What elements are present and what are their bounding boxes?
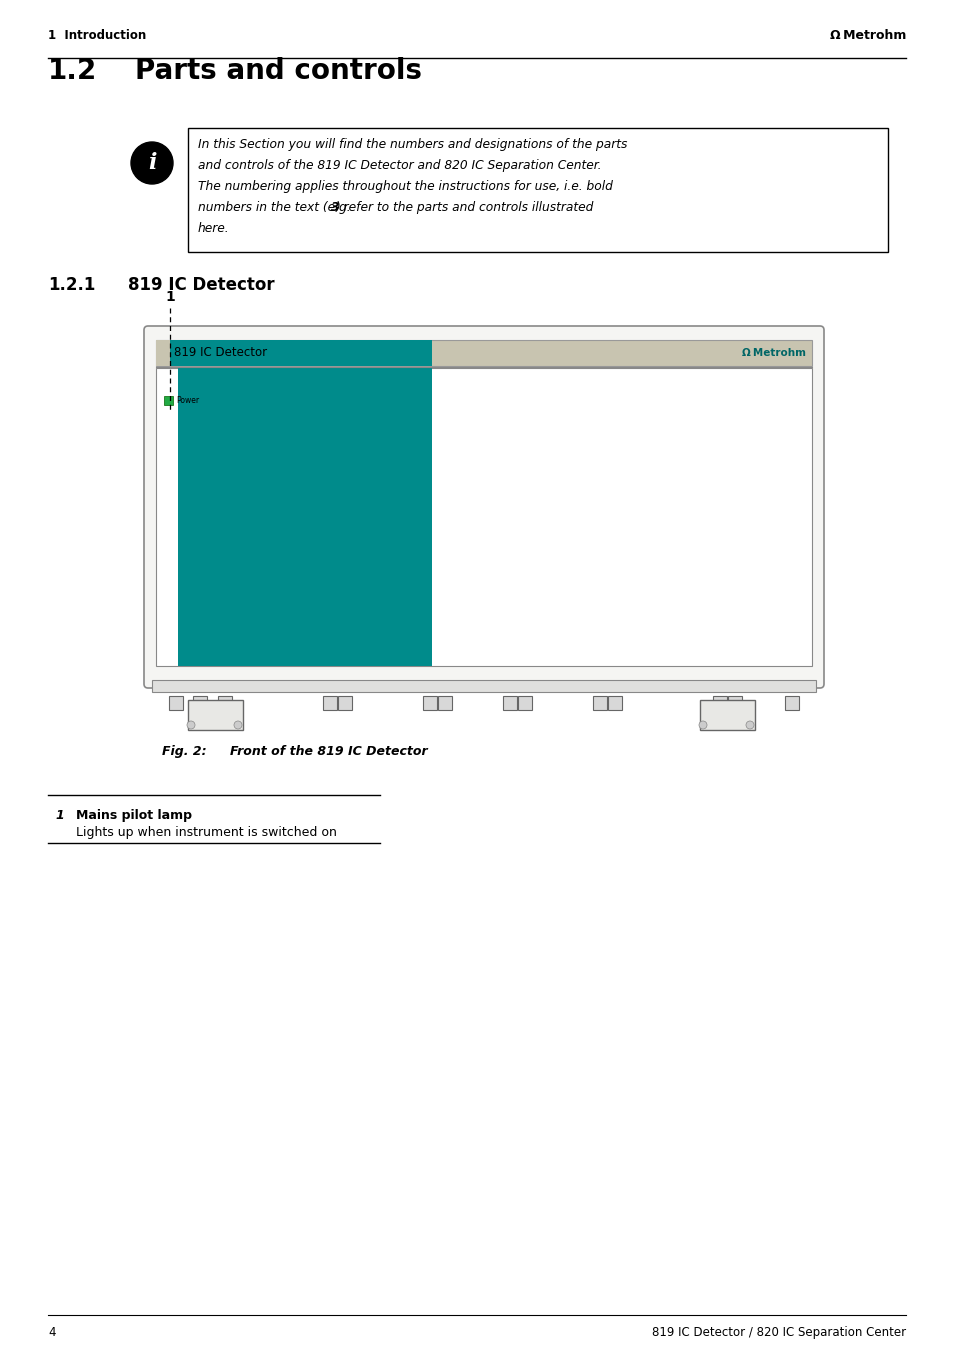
Text: 1.2.1: 1.2.1 — [48, 276, 95, 295]
Text: In this Section you will find the numbers and designations of the parts: In this Section you will find the number… — [198, 138, 627, 151]
Bar — [152, 680, 815, 692]
Bar — [156, 340, 170, 366]
Bar — [727, 696, 741, 711]
Bar — [156, 340, 431, 366]
Bar — [218, 696, 232, 711]
Bar — [712, 696, 726, 711]
Bar — [188, 700, 243, 730]
Bar — [164, 396, 172, 405]
Bar — [437, 696, 452, 711]
Circle shape — [187, 721, 194, 730]
Text: 819 IC Detector: 819 IC Detector — [173, 346, 267, 359]
Bar — [169, 696, 183, 711]
Text: Ω Metrohm: Ω Metrohm — [829, 28, 905, 42]
Text: and controls of the 819 IC Detector and 820 IC Separation Center.: and controls of the 819 IC Detector and … — [198, 159, 601, 172]
Bar — [422, 696, 436, 711]
Text: 819 IC Detector / 820 IC Separation Center: 819 IC Detector / 820 IC Separation Cent… — [651, 1325, 905, 1339]
Text: Parts and controls: Parts and controls — [135, 57, 421, 85]
Bar — [502, 696, 517, 711]
Bar — [188, 128, 887, 253]
Circle shape — [131, 142, 172, 184]
Circle shape — [699, 721, 706, 730]
Bar — [784, 696, 799, 711]
Text: here.: here. — [198, 222, 230, 235]
Bar — [156, 367, 811, 666]
Text: 1.2: 1.2 — [48, 57, 97, 85]
Bar — [517, 696, 532, 711]
Text: Lights up when instrument is switched on: Lights up when instrument is switched on — [76, 825, 336, 839]
Text: 1: 1 — [165, 290, 174, 304]
Bar — [607, 696, 621, 711]
Text: 819 IC Detector: 819 IC Detector — [128, 276, 274, 295]
Text: 1  Introduction: 1 Introduction — [48, 28, 146, 42]
Text: 3: 3 — [331, 201, 338, 213]
Text: The numbering applies throughout the instructions for use, i.e. bold: The numbering applies throughout the ins… — [198, 180, 612, 193]
Bar — [323, 696, 336, 711]
Text: Power: Power — [175, 396, 199, 405]
Text: ) refer to the parts and controls illustrated: ) refer to the parts and controls illust… — [335, 201, 594, 213]
Bar — [193, 696, 207, 711]
Text: Ω Metrohm: Ω Metrohm — [741, 349, 805, 358]
Text: 4: 4 — [48, 1325, 55, 1339]
Bar — [178, 367, 431, 666]
Text: Mains pilot lamp: Mains pilot lamp — [76, 809, 192, 821]
Text: numbers in the text (e.g.: numbers in the text (e.g. — [198, 201, 355, 213]
Bar — [337, 696, 352, 711]
Text: 1: 1 — [55, 809, 64, 821]
FancyBboxPatch shape — [144, 326, 823, 688]
Bar — [593, 696, 606, 711]
Text: i: i — [148, 153, 156, 174]
Circle shape — [745, 721, 753, 730]
Circle shape — [233, 721, 242, 730]
Text: Fig. 2:: Fig. 2: — [162, 744, 207, 758]
Text: Front of the 819 IC Detector: Front of the 819 IC Detector — [230, 744, 427, 758]
Bar — [156, 340, 811, 366]
Bar — [700, 700, 754, 730]
